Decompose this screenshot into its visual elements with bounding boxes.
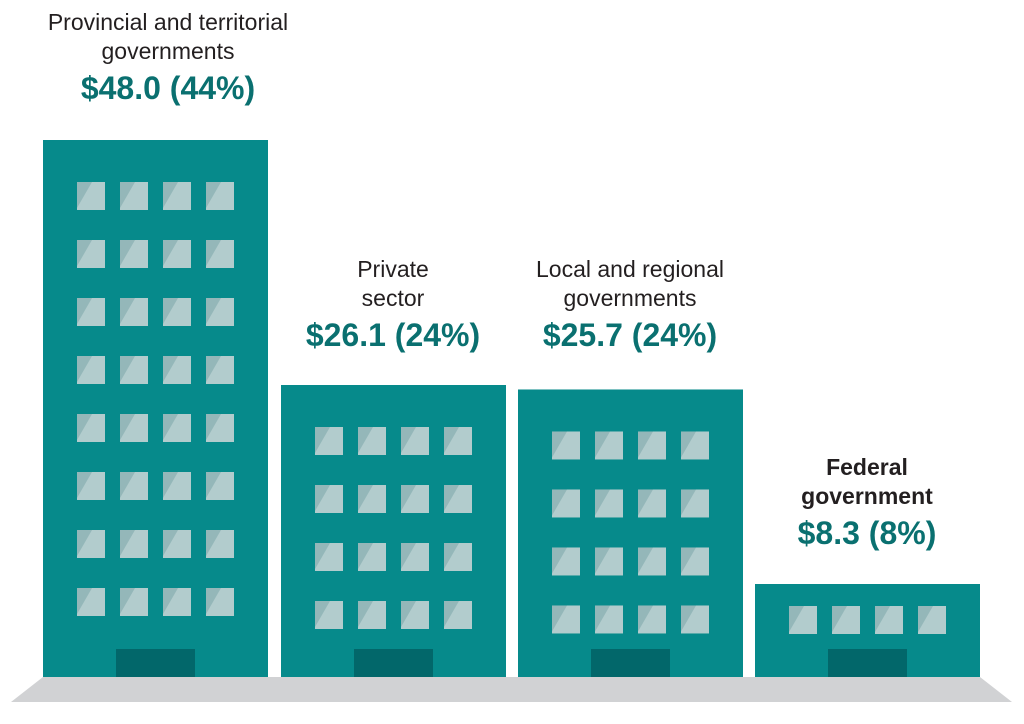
window-shade — [595, 605, 610, 632]
window-shade — [358, 543, 373, 570]
window-shade — [315, 427, 330, 454]
window-shade — [77, 356, 92, 382]
window-shade — [77, 530, 92, 556]
window-shade — [638, 431, 653, 458]
window-shade — [206, 530, 221, 556]
window-shade — [163, 356, 178, 382]
window-shade — [206, 588, 221, 614]
window-shade — [120, 356, 135, 382]
window-shade — [163, 298, 178, 324]
window-shade — [163, 588, 178, 614]
window-shade — [444, 427, 459, 454]
building-bar — [43, 140, 268, 677]
window-shade — [358, 427, 373, 454]
window-shade — [77, 240, 92, 266]
window-shade — [681, 605, 696, 632]
category-label: Federal — [826, 454, 908, 480]
window-shade — [120, 298, 135, 324]
category-label: sector — [361, 285, 425, 311]
category-label: Local and regional — [536, 256, 724, 282]
label-private: Private sector $26.1 (24%) — [243, 255, 543, 355]
window-shade — [358, 485, 373, 512]
value-label: $25.7 (24%) — [542, 317, 718, 353]
window-shade — [444, 485, 459, 512]
window-shade — [206, 472, 221, 498]
category-label: Provincial and territorial — [47, 9, 289, 35]
window-shade — [206, 240, 221, 266]
window-shade — [401, 543, 416, 570]
window-shade — [315, 601, 330, 628]
window-shade — [918, 606, 933, 632]
window-shade — [552, 547, 567, 574]
category-label: government — [801, 483, 933, 509]
window-shade — [681, 431, 696, 458]
window-shade — [120, 182, 135, 208]
window-shade — [789, 606, 804, 632]
category-label: governments — [563, 285, 697, 311]
window-shade — [315, 543, 330, 570]
label-provincial: Provincial and territorial governments $… — [18, 8, 318, 108]
window-shade — [120, 240, 135, 266]
label-local: Local and regional governments $25.7 (24… — [480, 255, 780, 355]
door — [591, 649, 670, 677]
window-shade — [163, 240, 178, 266]
window-shade — [875, 606, 890, 632]
window-shade — [401, 485, 416, 512]
window-shade — [638, 489, 653, 516]
window-shade — [206, 356, 221, 382]
window-shade — [163, 182, 178, 208]
window-shade — [163, 530, 178, 556]
window-shade — [120, 588, 135, 614]
window-shade — [206, 298, 221, 324]
window-shade — [444, 543, 459, 570]
window-shade — [832, 606, 847, 632]
building-bar — [518, 389, 743, 677]
window-shade — [552, 605, 567, 632]
window-shade — [120, 530, 135, 556]
window-shade — [77, 472, 92, 498]
window-shade — [206, 182, 221, 208]
window-shade — [120, 414, 135, 440]
window-shade — [638, 547, 653, 574]
window-shade — [120, 472, 135, 498]
value-label: $26.1 (24%) — [305, 317, 481, 353]
building-bar — [281, 385, 506, 677]
window-shade — [401, 427, 416, 454]
value-label: $48.0 (44%) — [80, 70, 256, 106]
window-shade — [638, 605, 653, 632]
window-shade — [595, 431, 610, 458]
window-shade — [206, 414, 221, 440]
window-shade — [552, 489, 567, 516]
window-shade — [358, 601, 373, 628]
value-label: $8.3 (8%) — [797, 515, 937, 551]
door — [116, 649, 195, 677]
window-shade — [163, 472, 178, 498]
window-shade — [444, 601, 459, 628]
label-federal: Federal government $8.3 (8%) — [717, 453, 1017, 553]
category-label: Private — [357, 256, 429, 282]
door — [354, 649, 433, 677]
window-shade — [163, 414, 178, 440]
window-shade — [681, 489, 696, 516]
window-shade — [681, 547, 696, 574]
window-shade — [77, 588, 92, 614]
window-shade — [552, 431, 567, 458]
window-shade — [315, 485, 330, 512]
window-shade — [595, 489, 610, 516]
window-shade — [77, 414, 92, 440]
door — [828, 649, 907, 677]
ground — [11, 677, 1012, 702]
window-shade — [595, 547, 610, 574]
category-label: governments — [101, 38, 235, 64]
window-shade — [401, 601, 416, 628]
window-shade — [77, 182, 92, 208]
window-shade — [77, 298, 92, 324]
